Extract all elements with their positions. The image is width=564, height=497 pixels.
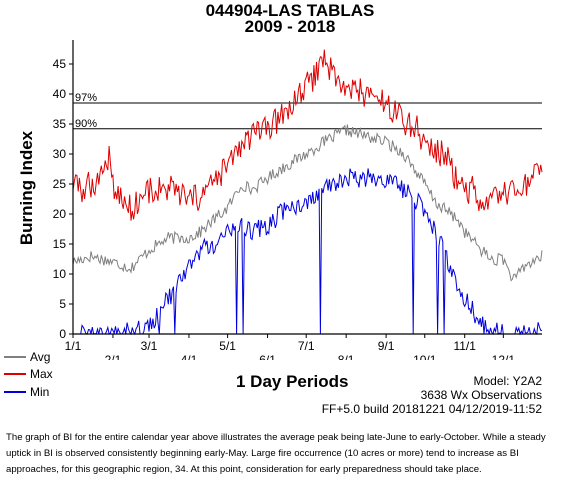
y-tick-label: 35: [53, 117, 67, 131]
y-tick-label: 40: [53, 87, 67, 101]
y-tick-label: 30: [53, 147, 67, 161]
threshold-label: 90%: [75, 118, 97, 130]
x-tick-label: 7/1: [298, 339, 315, 353]
x-tick-label: 4/1: [181, 353, 198, 360]
x-tick-label: 1/1: [65, 339, 82, 353]
x-tick-label: 10/1: [413, 353, 437, 360]
series-line-avg: [72, 124, 543, 282]
y-tick-label: 10: [53, 267, 67, 281]
legend-max: Max: [4, 367, 53, 381]
plot-axes: [72, 40, 542, 335]
caption-text: The graph of BI for the entire calendar …: [6, 432, 546, 475]
x-tick-labels: 1/1 2/1 3/1 4/1 5/1 6/1 7/1 8/1 9/1 10/1 11/1 12/1: [65, 334, 516, 360]
legend-max-label: Max: [30, 367, 53, 381]
y-tick-label: 0: [59, 327, 66, 341]
y-tick-label: 25: [53, 177, 67, 191]
legend-max-swatch: [4, 373, 26, 375]
legend-avg-swatch: [4, 356, 26, 358]
x-tick-label: 5/1: [219, 339, 236, 353]
legend-min: Min: [4, 385, 49, 399]
burning-index-chart: 0 5 10 15 20 25 30 35 40 45 97% 90% 1/1 2/1 3/1 4/1 5/…: [53, 40, 543, 360]
legend-min-swatch: [4, 391, 26, 393]
build-info: FF+5.0 build 20181221 04/12/2019-11:52: [321, 402, 542, 416]
chart-subtitle: 2009 - 2018: [244, 17, 336, 36]
x-tick-label: 3/1: [141, 339, 158, 353]
series-lines: [72, 49, 543, 336]
y-tick-labels: 0 5 10 15 20 25 30 35 40 45: [53, 57, 73, 341]
x-tick-label: 11/1: [453, 339, 476, 353]
series-line-min: [73, 168, 543, 336]
legend-avg-label: Avg: [30, 350, 51, 364]
x-tick-label: 2/1: [105, 353, 122, 360]
x-tick-label: 6/1: [259, 353, 276, 360]
threshold-lines: 97% 90%: [73, 92, 542, 130]
x-tick-label: 9/1: [378, 339, 395, 353]
legend-min-label: Min: [30, 385, 50, 399]
model-info: Model: Y2A2: [473, 374, 543, 388]
legend-avg: Avg: [4, 350, 50, 364]
y-tick-label: 45: [53, 57, 67, 71]
x-axis-label: 1 Day Periods: [236, 372, 349, 391]
y-tick-label: 15: [53, 237, 67, 251]
observations-info: 3638 Wx Observations: [420, 388, 542, 402]
series-line-max: [72, 49, 543, 221]
x-tick-label: 8/1: [338, 353, 355, 360]
x-tick-label: 12/1: [492, 353, 516, 360]
chart-title: 044904-LAS TABLAS: [205, 1, 375, 20]
threshold-label: 97%: [75, 92, 97, 104]
y-tick-label: 20: [53, 207, 67, 221]
y-tick-label: 5: [59, 297, 66, 311]
